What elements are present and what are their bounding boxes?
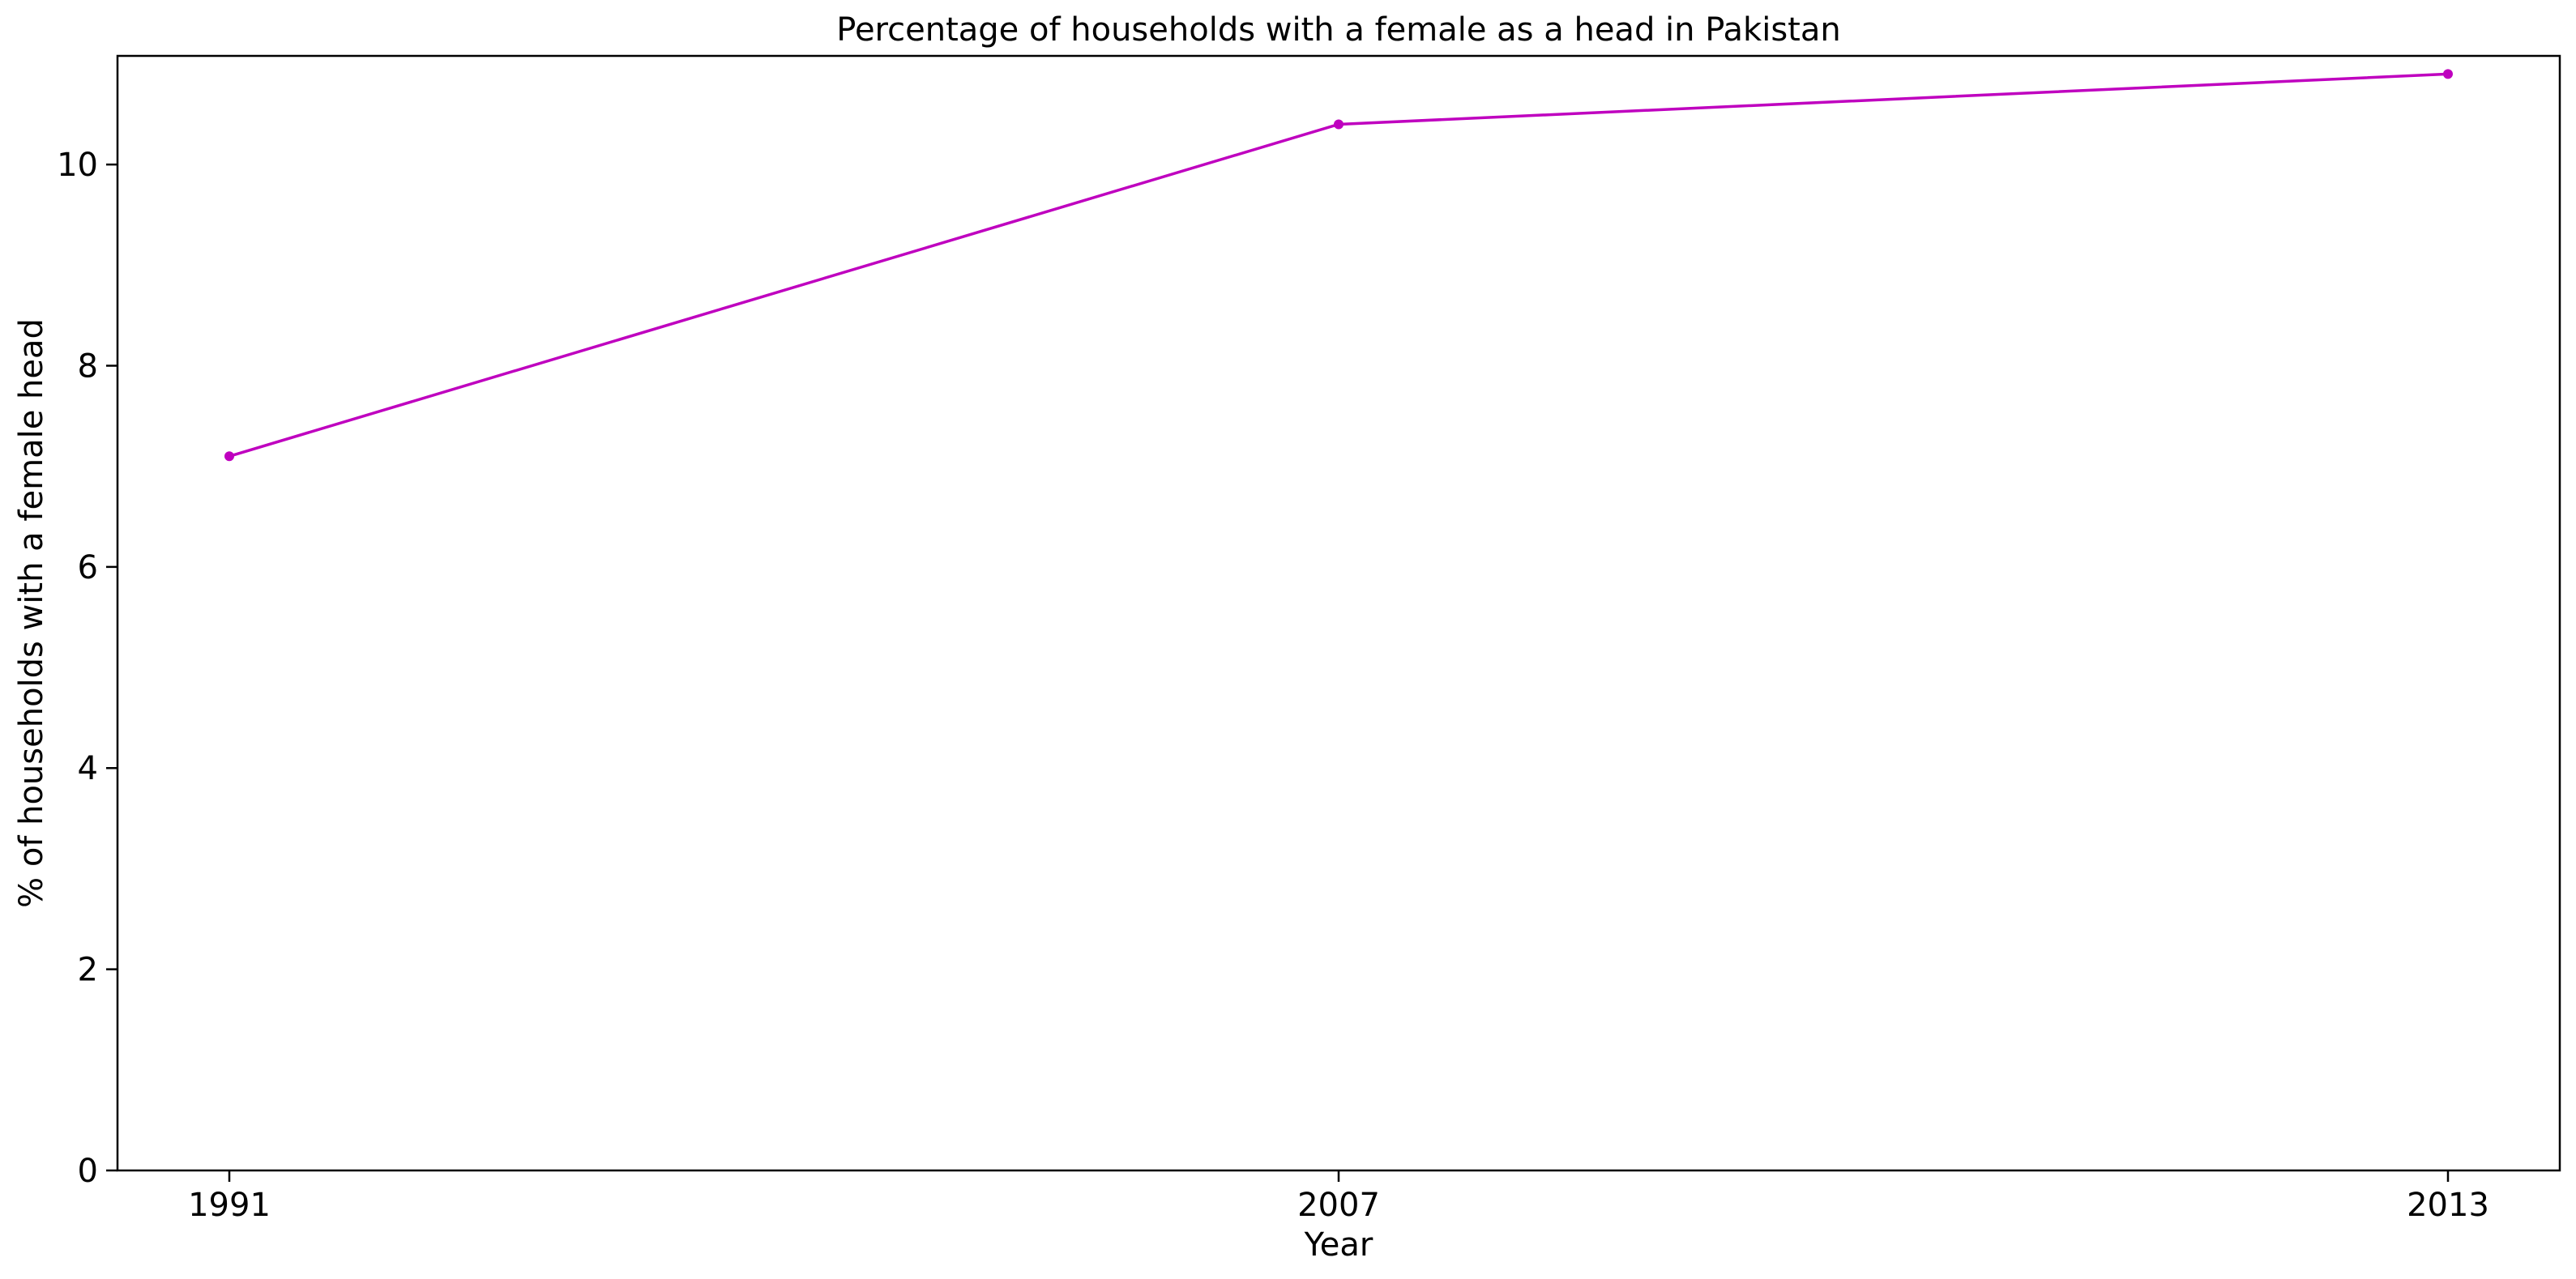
data-point — [1334, 119, 1344, 130]
y-axis-label: % of households with a female head — [13, 318, 50, 908]
y-tick-label: 4 — [78, 750, 98, 787]
x-tick-label: 1991 — [188, 1187, 271, 1224]
y-axis: 0 2 4 6 8 10 — [57, 147, 117, 1190]
y-tick-label: 10 — [57, 147, 98, 184]
x-axis-label: Year — [1304, 1226, 1373, 1264]
y-tick-label: 0 — [78, 1153, 98, 1190]
y-tick-label: 6 — [78, 549, 98, 586]
series-layer — [224, 69, 2453, 462]
plot-background — [117, 56, 2560, 1170]
y-tick-label: 2 — [78, 952, 98, 989]
x-tick-label: 2013 — [2407, 1187, 2489, 1224]
chart-title: Percentage of households with a female a… — [836, 11, 1840, 49]
y-tick-label: 8 — [78, 347, 98, 385]
data-point — [224, 451, 234, 462]
plot-frame — [116, 54, 2561, 1172]
x-axis: 1991 2007 2013 — [188, 1170, 2489, 1224]
data-point — [2443, 69, 2453, 79]
x-tick-label: 2007 — [1297, 1187, 1380, 1224]
